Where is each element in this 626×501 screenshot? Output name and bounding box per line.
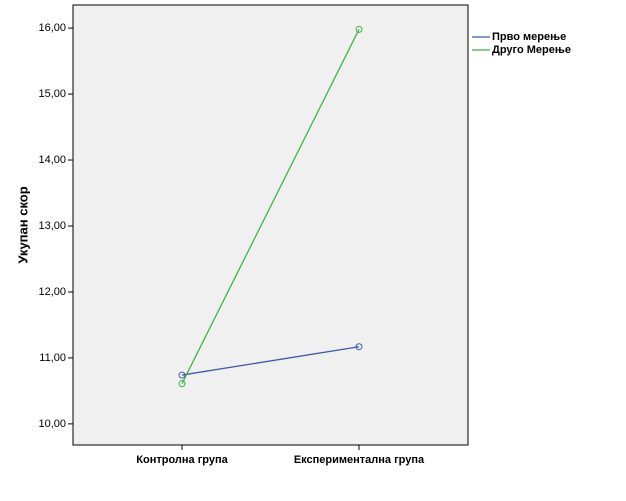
y-axis-label: Укупан скор (15, 186, 30, 263)
y-tick-label: 12,00 (38, 286, 66, 298)
marker (355, 343, 363, 351)
y-tick-label: 15,00 (38, 88, 66, 100)
y-tick-label: 11,00 (39, 352, 66, 364)
y-tick-label: 14,00 (38, 154, 66, 166)
legend-label: Прво мерење (492, 31, 566, 43)
series-line (181, 346, 360, 376)
legend-label: Друго Мерење (492, 44, 571, 56)
series-line (181, 29, 360, 384)
y-tick-label: 16,00 (38, 22, 66, 34)
marker (178, 380, 186, 388)
x-tick-label: Експериментална група (294, 454, 425, 466)
marker (178, 371, 186, 379)
plot-area (72, 4, 469, 446)
y-tick-label: 10,00 (38, 418, 66, 430)
y-tick-label: 13,00 (38, 220, 66, 232)
x-tick-label: Контролна група (136, 454, 228, 466)
marker (355, 25, 363, 33)
